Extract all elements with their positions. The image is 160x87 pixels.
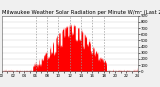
Text: Milwaukee Weather Solar Radiation per Minute W/m² (Last 24 Hours): Milwaukee Weather Solar Radiation per Mi…: [2, 10, 160, 15]
